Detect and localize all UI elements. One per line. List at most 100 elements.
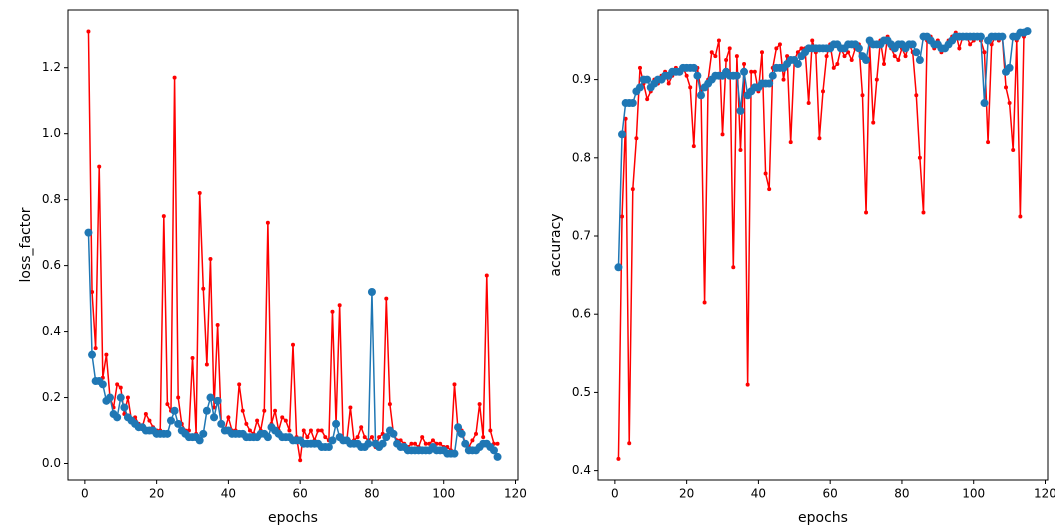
x-tick-label: 120 bbox=[504, 487, 527, 501]
point bbox=[215, 322, 220, 327]
point bbox=[116, 393, 125, 402]
point bbox=[806, 101, 811, 106]
point bbox=[493, 452, 502, 461]
point bbox=[871, 120, 876, 125]
point bbox=[195, 436, 204, 445]
point bbox=[323, 435, 328, 440]
point bbox=[689, 63, 698, 72]
point bbox=[298, 458, 303, 463]
point bbox=[387, 402, 392, 407]
point bbox=[915, 56, 924, 65]
point bbox=[316, 428, 321, 433]
point bbox=[724, 58, 729, 63]
point bbox=[470, 438, 475, 443]
point bbox=[255, 418, 260, 423]
point bbox=[120, 403, 129, 412]
point bbox=[684, 73, 689, 78]
point bbox=[359, 425, 364, 430]
point bbox=[630, 187, 635, 192]
series-line bbox=[617, 31, 1029, 459]
point bbox=[736, 106, 745, 115]
point bbox=[749, 69, 754, 74]
point bbox=[734, 54, 739, 59]
point bbox=[457, 429, 466, 438]
point bbox=[389, 429, 398, 438]
y-tick-label: 0.8 bbox=[42, 192, 61, 206]
point bbox=[170, 406, 179, 415]
point bbox=[474, 431, 479, 436]
point bbox=[90, 290, 95, 294]
point bbox=[745, 382, 750, 387]
point bbox=[247, 428, 252, 433]
point bbox=[98, 380, 107, 389]
point bbox=[263, 433, 272, 442]
y-tick-label: 0.0 bbox=[42, 456, 61, 470]
point bbox=[384, 296, 389, 301]
point bbox=[917, 155, 922, 160]
point bbox=[308, 428, 313, 433]
x-tick-label: 0 bbox=[611, 487, 619, 501]
point bbox=[147, 418, 152, 423]
point bbox=[842, 54, 847, 59]
point bbox=[774, 46, 779, 51]
point bbox=[777, 42, 782, 47]
point bbox=[367, 288, 376, 296]
point bbox=[849, 58, 854, 63]
y-tick-label: 1.0 bbox=[42, 126, 61, 140]
point bbox=[332, 419, 341, 428]
point bbox=[202, 406, 211, 415]
point bbox=[821, 89, 825, 94]
point bbox=[438, 441, 443, 446]
point bbox=[93, 346, 98, 351]
point bbox=[1005, 63, 1014, 72]
point bbox=[86, 29, 91, 34]
point bbox=[113, 413, 122, 422]
point bbox=[817, 136, 822, 141]
point bbox=[864, 210, 869, 215]
point bbox=[115, 382, 120, 387]
y-tick-label: 0.6 bbox=[572, 307, 591, 321]
x-tick-label: 0 bbox=[81, 487, 89, 501]
point bbox=[330, 309, 335, 314]
point bbox=[301, 428, 306, 433]
point bbox=[768, 71, 777, 80]
x-tick-label: 100 bbox=[432, 487, 455, 501]
point bbox=[240, 408, 245, 413]
y-tick-label: 0.6 bbox=[42, 258, 61, 272]
point bbox=[627, 441, 632, 446]
point bbox=[362, 435, 367, 440]
point bbox=[620, 214, 625, 219]
point bbox=[980, 99, 989, 108]
point bbox=[709, 50, 714, 55]
point bbox=[998, 32, 1007, 41]
x-tick-label: 40 bbox=[221, 487, 236, 501]
point bbox=[693, 71, 702, 80]
point bbox=[206, 393, 215, 402]
point bbox=[976, 32, 985, 41]
point bbox=[752, 69, 757, 74]
point bbox=[765, 79, 774, 88]
point bbox=[767, 187, 772, 192]
point bbox=[377, 435, 382, 440]
point bbox=[319, 428, 324, 433]
point bbox=[637, 65, 642, 70]
point bbox=[125, 395, 130, 400]
point bbox=[337, 303, 342, 308]
point bbox=[201, 286, 206, 291]
point bbox=[666, 81, 671, 86]
point bbox=[824, 54, 829, 59]
y-tick-label: 0.4 bbox=[42, 324, 61, 338]
x-tick-label: 100 bbox=[962, 487, 985, 501]
point bbox=[420, 435, 425, 440]
point bbox=[328, 436, 337, 445]
point bbox=[461, 439, 470, 448]
axes-frame bbox=[67, 9, 519, 481]
axes-frame bbox=[597, 9, 1049, 481]
point bbox=[914, 93, 919, 98]
point bbox=[738, 147, 743, 152]
point bbox=[213, 396, 222, 405]
point bbox=[265, 220, 270, 225]
point bbox=[713, 54, 718, 59]
x-tick-label: 120 bbox=[1034, 487, 1055, 501]
point bbox=[484, 273, 489, 278]
